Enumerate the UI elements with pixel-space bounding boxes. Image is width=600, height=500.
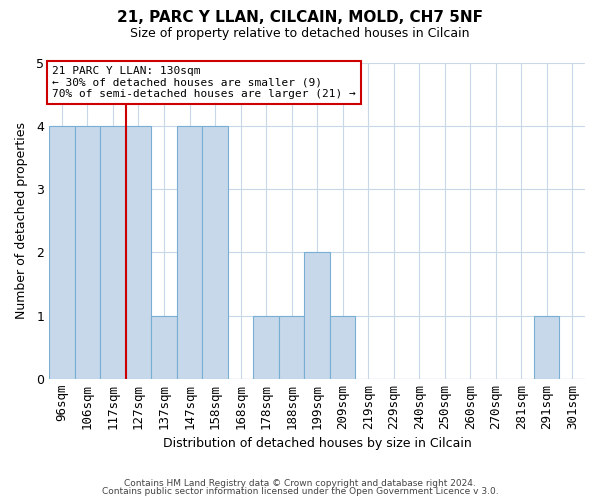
Bar	[304, 252, 330, 379]
Bar	[253, 316, 279, 379]
Bar	[202, 126, 228, 379]
Text: Size of property relative to detached houses in Cilcain: Size of property relative to detached ho…	[130, 28, 470, 40]
Text: 21, PARC Y LLAN, CILCAIN, MOLD, CH7 5NF: 21, PARC Y LLAN, CILCAIN, MOLD, CH7 5NF	[117, 10, 483, 25]
Text: Contains public sector information licensed under the Open Government Licence v : Contains public sector information licen…	[101, 487, 499, 496]
Bar	[75, 126, 100, 379]
Bar	[534, 316, 559, 379]
Bar	[49, 126, 75, 379]
Bar	[279, 316, 304, 379]
Bar	[151, 316, 177, 379]
Y-axis label: Number of detached properties: Number of detached properties	[15, 122, 28, 319]
Bar	[100, 126, 126, 379]
Bar	[177, 126, 202, 379]
Text: Contains HM Land Registry data © Crown copyright and database right 2024.: Contains HM Land Registry data © Crown c…	[124, 478, 476, 488]
Bar	[330, 316, 355, 379]
X-axis label: Distribution of detached houses by size in Cilcain: Distribution of detached houses by size …	[163, 437, 472, 450]
Bar	[126, 126, 151, 379]
Text: 21 PARC Y LLAN: 130sqm
← 30% of detached houses are smaller (9)
70% of semi-deta: 21 PARC Y LLAN: 130sqm ← 30% of detached…	[52, 66, 356, 99]
